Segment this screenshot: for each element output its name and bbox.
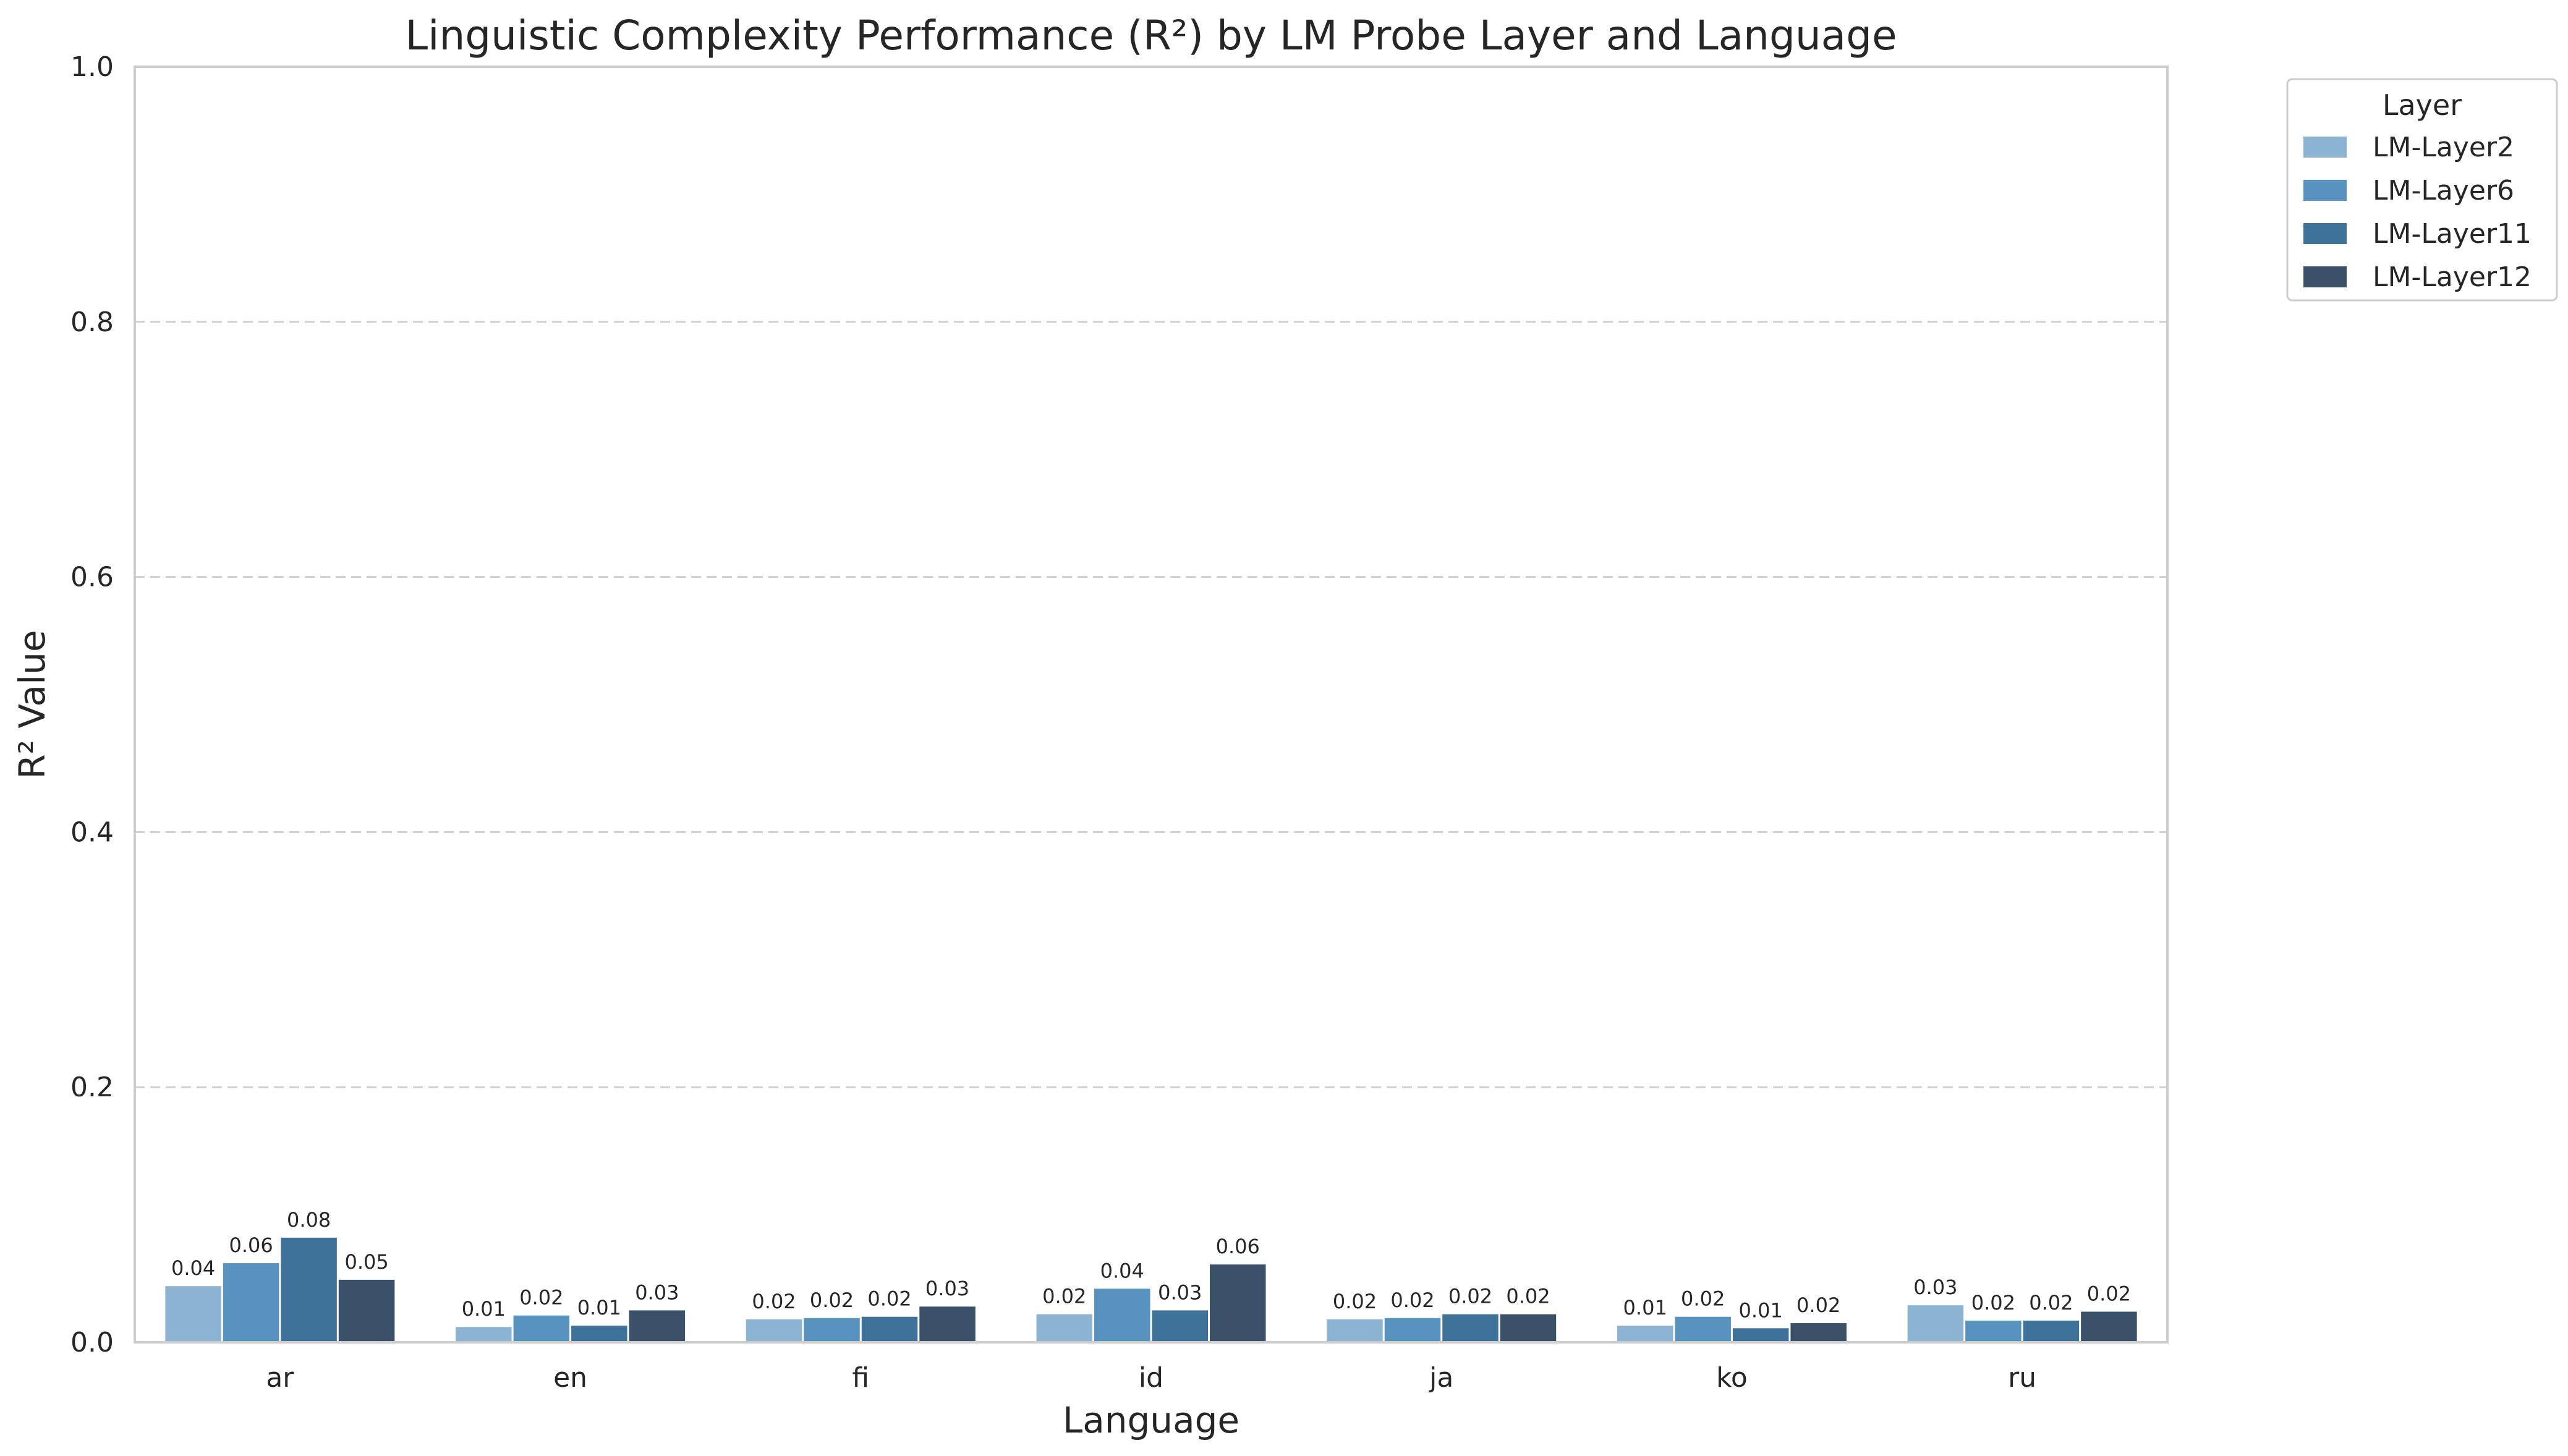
bar-value-label: 0.01 [577,1296,621,1319]
legend-box [2286,78,2558,302]
x-tick-label: ko [1716,1362,1748,1394]
y-tick-label: 0.0 [70,1327,114,1358]
bar-value-label: 0.02 [1448,1285,1492,1308]
bar [1094,1289,1150,1342]
legend-item-label: LM-Layer12 [2373,261,2532,293]
y-tick-label: 0.2 [70,1072,114,1103]
bar-value-label: 0.02 [810,1289,854,1312]
y-tick-label: 0.6 [70,562,114,593]
bars [165,1237,2137,1342]
bar-value-label: 0.03 [1158,1280,1202,1304]
bar [1327,1319,1383,1342]
bar [919,1306,976,1342]
legend-items: LM-Layer2 LM-Layer6 LM-Layer11 LM-Layer12 [2303,132,2532,293]
bar-value-label: 0.02 [2029,1291,2073,1314]
legend-swatch [2303,180,2347,201]
x-tick-label: ar [266,1362,294,1394]
bar [1442,1314,1499,1342]
bar-value-label: 0.06 [1216,1235,1260,1258]
bar-value-label: 0.02 [752,1290,796,1313]
bar [1907,1305,1964,1342]
chart-title: Linguistic Complexity Performance (R²) b… [405,12,1897,59]
bar [513,1315,570,1342]
bar-value-label: 0.04 [1100,1259,1144,1282]
legend-swatch [2303,266,2347,287]
bar-value-label: 0.08 [287,1208,331,1232]
bar [2081,1311,2137,1342]
y-tick-label: 1.0 [70,51,114,83]
bar-value-label: 0.06 [229,1234,273,1257]
bar [1732,1328,1789,1342]
bar [1210,1264,1266,1342]
bar [804,1318,860,1342]
bar-value-label: 0.02 [1042,1285,1086,1308]
legend-item-label: LM-Layer6 [2373,175,2514,206]
bar-value-label: 0.02 [2087,1282,2131,1305]
legend-item-label: LM-Layer2 [2373,132,2514,163]
bar [1036,1314,1092,1342]
x-tick-label: id [1139,1362,1163,1394]
bar [1675,1316,1731,1342]
bar-value-label: 0.02 [1681,1287,1725,1311]
bar-value-label: 0.03 [925,1277,969,1300]
bar-value-label: 0.02 [1796,1293,1840,1317]
bar [1965,1320,2022,1342]
bar [165,1286,221,1342]
bar-value-label: 0.05 [344,1250,388,1274]
bar [338,1279,395,1342]
bar [1790,1323,1847,1342]
bar-value-label: 0.02 [867,1287,911,1311]
bar [281,1237,337,1342]
bar [861,1316,918,1342]
x-tick-label: ja [1429,1362,1453,1394]
bar-value-label: 0.02 [1390,1289,1434,1312]
x-tick-label: en [553,1362,587,1394]
bar [2023,1320,2080,1342]
y-tick-label: 0.8 [70,307,114,338]
bar [629,1310,686,1342]
x-tick-label: ru [2008,1362,2036,1394]
bar-value-label: 0.02 [1971,1291,2015,1314]
bar-value-label: 0.01 [1623,1296,1667,1319]
bar [1617,1326,1673,1342]
bar-value-label: 0.01 [1739,1298,1783,1322]
x-tick-label: fi [852,1362,869,1394]
x-tick-labels: ar en fi id ja ko ru [266,1362,2036,1394]
legend: Layer LM-Layer2LM-Layer6LM-Layer11LM-Lay… [2286,78,2558,302]
bar-value-label: 0.01 [462,1297,506,1321]
legend-title: Layer [2383,88,2462,122]
legend-item-label: LM-Layer11 [2373,218,2532,250]
bar [1500,1314,1557,1342]
y-tick-label: 0.4 [70,816,114,848]
bar [746,1319,802,1342]
data-labels: 0.04 0.06 0.08 0.05 0.01 0.02 0.01 0.03 0.02 0.02… [171,1208,2131,1323]
bar-value-label: 0.03 [635,1280,679,1304]
bar [1152,1310,1208,1342]
bar [223,1263,279,1342]
bar [571,1326,627,1342]
y-axis-label: R² Value [11,630,53,779]
y-tick-labels: 0.0 0.2 0.4 0.6 0.8 1.0 [70,51,114,1358]
x-axis-label: Language [1063,1399,1239,1441]
gridlines [135,321,2167,1088]
bar [1384,1318,1441,1342]
legend-swatch [2303,137,2347,158]
bar-value-label: 0.02 [1333,1290,1377,1313]
bar-value-label: 0.03 [1913,1276,1957,1299]
bar-value-label: 0.04 [171,1256,215,1280]
bar-value-label: 0.02 [519,1286,563,1310]
bar-value-label: 0.02 [1506,1285,1550,1308]
legend-swatch [2303,223,2347,244]
bar [456,1327,512,1342]
plot-frame [134,66,2169,1344]
